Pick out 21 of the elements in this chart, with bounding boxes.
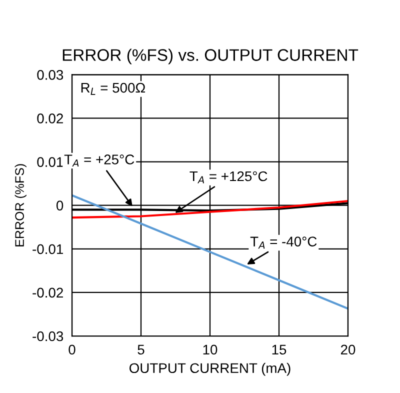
x-tick-label: 20: [340, 344, 356, 355]
annotation: T$_{A}$ = +125°C: [190, 171, 268, 184]
y-tick-label: 0: [56, 200, 64, 211]
chart-title: ERROR (%FS) vs. OUTPUT CURRENT: [62, 48, 358, 64]
x-tick-label: 0: [68, 344, 76, 355]
y-tick-label: -0.03: [32, 331, 64, 342]
x-tick-label: 10: [203, 344, 218, 355]
y-tick-label: 0.01: [37, 157, 63, 167]
line-series: [72, 200, 348, 219]
y-tick-label: 0.02: [37, 114, 63, 124]
x-tick-label: 15: [272, 344, 286, 355]
y-axis-title: ERROR (%FS): [14, 164, 26, 246]
annotation: R$_{L}$ = 500Ω: [81, 82, 146, 95]
y-tick-label: -0.02: [32, 288, 63, 298]
y-tick-label: -0.01: [32, 244, 63, 254]
line-series: [72, 194, 348, 310]
annotation: T$_{A}$ = -40°C: [250, 236, 317, 249]
x-axis-title: OUTPUT CURRENT (mA): [130, 362, 290, 376]
annotation: T$_{A}$ = +25°C: [64, 154, 134, 167]
x-tick-label: 5: [138, 344, 144, 355]
y-tick-label: 0.03: [37, 70, 64, 80]
